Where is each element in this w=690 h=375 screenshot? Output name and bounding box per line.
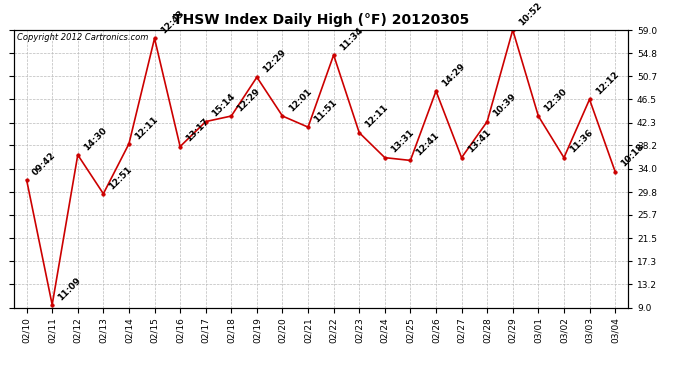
Text: 13:31: 13:31 <box>389 128 415 155</box>
Text: 11:51: 11:51 <box>312 98 339 124</box>
Text: 12:41: 12:41 <box>415 131 442 158</box>
Text: 13:17: 13:17 <box>184 117 211 144</box>
Text: 10:39: 10:39 <box>491 92 518 119</box>
Text: 10:18: 10:18 <box>619 142 646 169</box>
Text: 13:41: 13:41 <box>466 128 493 155</box>
Text: 12:51: 12:51 <box>108 164 134 191</box>
Text: 09:42: 09:42 <box>31 150 57 177</box>
Text: 11:34: 11:34 <box>338 26 364 52</box>
Text: 12:30: 12:30 <box>542 87 569 113</box>
Text: 12:43: 12:43 <box>159 9 186 36</box>
Text: 12:29: 12:29 <box>261 48 288 74</box>
Text: 14:30: 14:30 <box>82 126 108 152</box>
Text: 12:29: 12:29 <box>235 87 262 113</box>
Text: 11:36: 11:36 <box>568 128 595 155</box>
Text: 12:12: 12:12 <box>593 70 620 97</box>
Text: 12:11: 12:11 <box>133 114 159 141</box>
Title: THSW Index Daily High (°F) 20120305: THSW Index Daily High (°F) 20120305 <box>172 13 469 27</box>
Text: 10:52: 10:52 <box>517 1 544 27</box>
Text: 12:01: 12:01 <box>286 87 313 113</box>
Text: 15:14: 15:14 <box>210 92 237 119</box>
Text: 12:11: 12:11 <box>364 103 390 130</box>
Text: Copyright 2012 Cartronics.com: Copyright 2012 Cartronics.com <box>17 33 148 42</box>
Text: 11:09: 11:09 <box>57 275 83 302</box>
Text: 14:29: 14:29 <box>440 62 467 88</box>
